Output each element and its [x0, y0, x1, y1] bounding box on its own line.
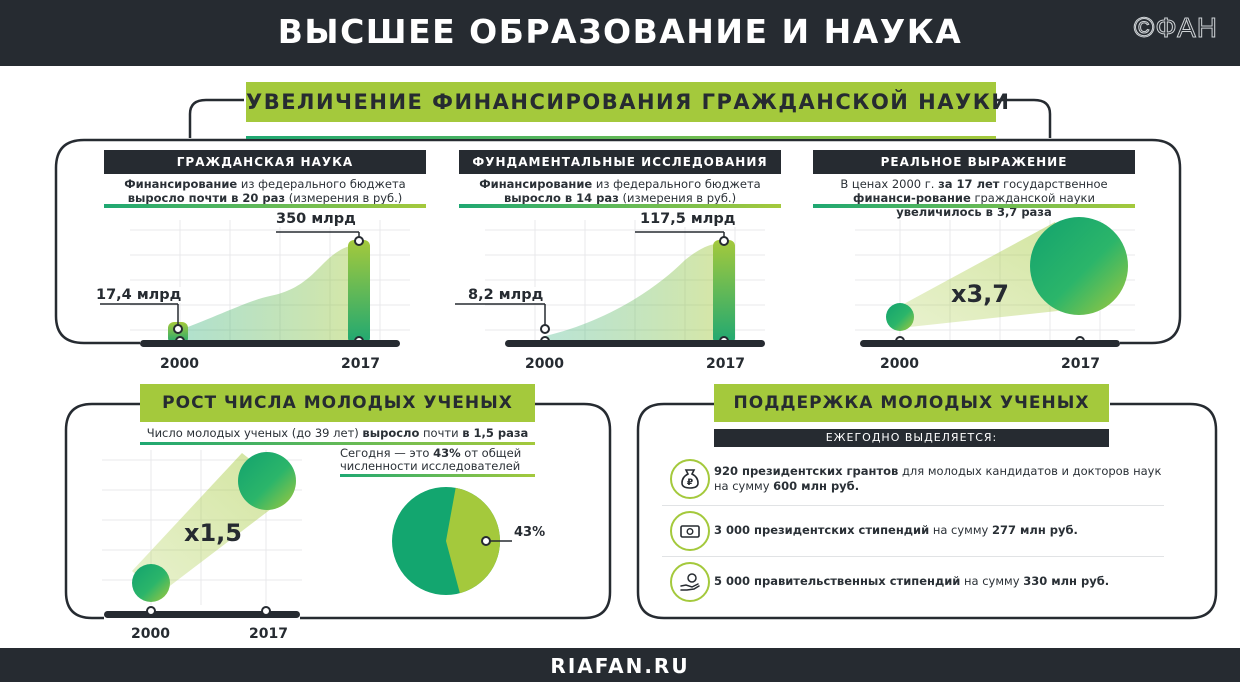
real-terms-chart — [855, 217, 1135, 346]
fundamental-bar-2017 — [713, 240, 735, 344]
young-underline — [140, 442, 535, 445]
civil-science-underline — [104, 204, 426, 208]
fundamental-label: ФУНДАМЕНТАЛЬНЫЕ ИССЛЕДОВАНИЯ — [459, 150, 781, 174]
young-year-2017: 2017 — [249, 626, 288, 642]
civil-value-2000: 17,4 млрд — [94, 287, 184, 303]
support-title: ПОДДЕРЖКА МОЛОДЫХ УЧЕНЫХ — [714, 384, 1109, 422]
funding-title: УВЕЛИЧЕНИЕ ФИНАНСИРОВАНИЯ ГРАЖДАНСКОЙ НА… — [246, 82, 1009, 122]
young-desc: Число молодых ученых (до 39 лет) выросло… — [146, 426, 529, 440]
pie-label: 43% — [514, 525, 546, 540]
fundamental-area — [545, 244, 717, 342]
fundamental-underline — [459, 204, 781, 208]
young-title: РОСТ ЧИСЛА МОЛОДЫХ УЧЕНЫХ — [140, 384, 535, 422]
civil-area — [180, 244, 358, 342]
support-item-grants: 920 президентских грантов для молодых ка… — [714, 464, 1162, 493]
header-bar — [0, 0, 1240, 66]
young-growth-chart — [102, 450, 302, 605]
footer-site: RIAFAN.RU — [550, 654, 690, 678]
fundamental-desc: Финансирование из федерального бюджета в… — [479, 177, 761, 205]
real-terms-desc: В ценах 2000 г. за 17 лет государственно… — [840, 177, 1108, 219]
funding-title-underline — [246, 136, 996, 139]
fundamental-axis — [505, 340, 765, 347]
fundamental-chart — [455, 220, 765, 346]
civil-axis — [140, 340, 400, 347]
fan-logo: ©ФАН — [1133, 12, 1218, 44]
fundamental-year-2017: 2017 — [706, 356, 745, 372]
civil-science-desc: Финансирование из федерального бюджета в… — [124, 177, 406, 205]
support-divider-1 — [662, 505, 1164, 506]
civil-science-label: ГРАЖДАНСКАЯ НАУКА — [104, 150, 426, 174]
young-bubble-2017 — [238, 452, 296, 510]
young-bubble-2000 — [132, 564, 170, 602]
support-item-government: 5 000 правительственных стипендий на сум… — [714, 574, 1110, 588]
fundamental-value-2000: 8,2 млрд — [466, 287, 546, 303]
civil-year-2000: 2000 — [160, 356, 199, 372]
young-today-text: Сегодня — это 43% от общей численности и… — [340, 446, 522, 473]
fundamental-value-2017: 117,5 млрд — [638, 211, 738, 227]
young-axis-markers — [146, 606, 271, 616]
footer-bar — [0, 648, 1240, 682]
money-bag-icon: ₽ — [670, 459, 710, 499]
support-item-presidential: 3 000 президентских стипендий на сумму 2… — [714, 523, 1078, 537]
young-multiplier: x1,5 — [184, 519, 242, 547]
young-today-underline — [340, 474, 535, 477]
real-terms-year-2000: 2000 — [880, 356, 919, 372]
young-axis — [104, 611, 300, 618]
funding-frame — [54, 98, 1182, 345]
civil-value-2017: 350 млрд — [274, 211, 358, 227]
civil-science-chart — [100, 220, 410, 346]
young-frame — [64, 402, 612, 620]
civil-year-2017: 2017 — [341, 356, 380, 372]
real-terms-label: РЕАЛЬНОЕ ВЫРАЖЕНИЕ — [813, 150, 1135, 174]
page-title: ВЫСШЕЕ ОБРАЗОВАНИЕ И НАУКА — [277, 12, 963, 51]
svg-text:₽: ₽ — [687, 478, 693, 488]
pie-slice-43 — [446, 487, 500, 594]
support-frame — [636, 402, 1218, 620]
young-pie-chart — [392, 487, 512, 595]
support-subtitle: ЕЖЕГОДНО ВЫДЕЛЯЕТСЯ: — [714, 429, 1109, 447]
real-terms-multiplier: x3,7 — [951, 280, 1009, 308]
real-terms-underline — [813, 204, 1135, 208]
support-divider-2 — [662, 556, 1164, 557]
real-terms-year-2017: 2017 — [1061, 356, 1100, 372]
civil-bar-2017 — [348, 240, 370, 344]
real-terms-axis — [860, 340, 1120, 347]
young-year-2000: 2000 — [131, 626, 170, 642]
real-terms-bubble-2017 — [1030, 217, 1128, 315]
fundamental-year-2000: 2000 — [525, 356, 564, 372]
real-terms-bubble-2000 — [886, 303, 914, 331]
banknote-icon — [670, 511, 710, 551]
coin-hand-icon — [670, 562, 710, 602]
